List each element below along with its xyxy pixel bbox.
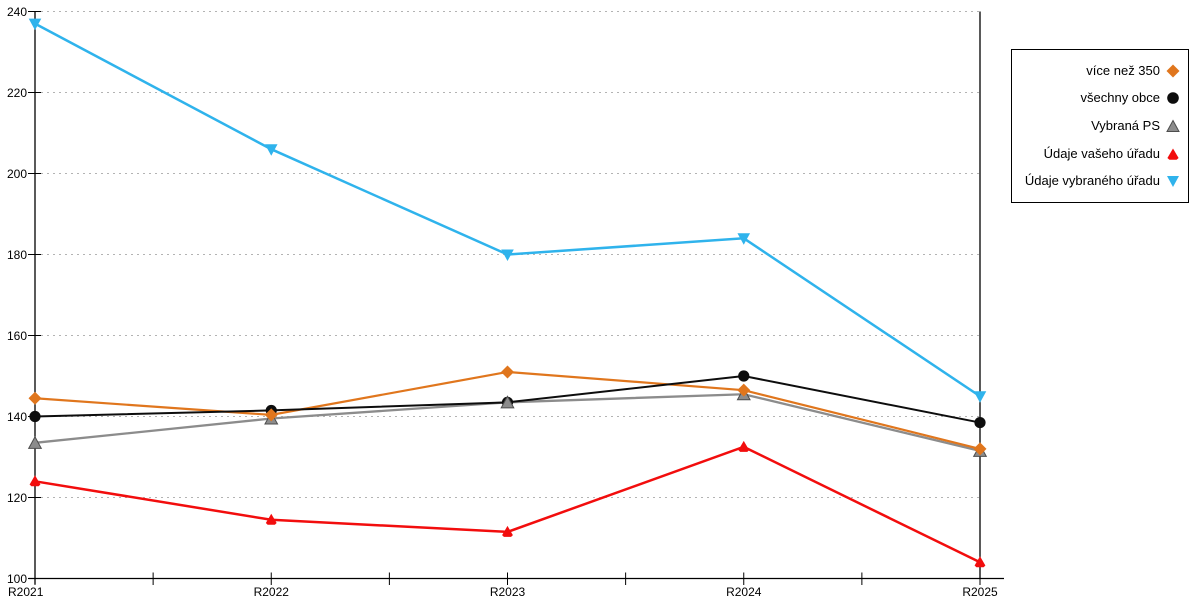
- x-tick-label: R2023: [490, 585, 526, 599]
- y-tick-label: 180: [7, 248, 27, 262]
- diamond-marker-icon: [501, 365, 514, 379]
- legend-item: Údaje vybraného úřadu: [1012, 174, 1188, 188]
- diamond-marker-icon: [264, 408, 278, 422]
- triangle-down-marker-icon: [737, 233, 751, 245]
- legend: více než 350 všechny obce Vybraná PS Úda…: [1011, 49, 1189, 203]
- legend-label: Údaje vašeho úřadu: [1043, 145, 1160, 161]
- diamond-marker-icon: [737, 383, 751, 397]
- triangle-up-marker-icon: [1166, 119, 1180, 132]
- y-tick-label: 140: [7, 410, 27, 424]
- legend-label: Vybraná PS: [1091, 117, 1160, 133]
- triangle-up-marker-icon: [500, 395, 515, 409]
- circle-marker-icon: [29, 410, 41, 423]
- triangle-up-rounded-marker-icon: [265, 513, 277, 525]
- x-tick-label: R2025: [962, 585, 998, 599]
- legend-label: všechny obce: [1080, 90, 1161, 106]
- triangle-down-marker-icon: [1167, 176, 1179, 188]
- triangle-down-marker-icon: [28, 18, 42, 31]
- triangle-up-rounded-marker-icon: [1167, 148, 1179, 160]
- triangle-down-marker-icon: [973, 391, 987, 403]
- circle-marker-icon: [1167, 92, 1179, 105]
- legend-item: všechny obce: [1012, 91, 1188, 105]
- triangle-up-rounded-marker-icon: [738, 440, 750, 452]
- circle-marker-icon: [974, 416, 986, 429]
- circle-marker-icon: [738, 370, 750, 382]
- y-tick-label: 160: [7, 329, 27, 343]
- legend-item: více než 350: [1012, 62, 1188, 78]
- legend-item: Údaje vašeho úřadu: [1012, 145, 1188, 161]
- triangle-up-rounded-marker-icon: [502, 525, 513, 537]
- y-tick-label: 220: [7, 86, 27, 100]
- triangle-down-marker-icon: [264, 144, 278, 156]
- series-line: [34, 445, 981, 564]
- legend-item: Vybraná PS: [1012, 117, 1188, 133]
- legend-label: více než 350: [1086, 62, 1160, 78]
- triangle-up-rounded-marker-icon: [29, 475, 41, 487]
- x-tick-label: R2022: [254, 585, 290, 599]
- diamond-marker-icon: [973, 442, 987, 456]
- triangle-down-marker-icon: [501, 249, 514, 261]
- triangle-up-rounded-marker-icon: [974, 556, 986, 568]
- series-line: [34, 22, 981, 398]
- legend-label: Údaje vybraného úřadu: [1024, 173, 1160, 189]
- x-tick-label: R2024: [726, 585, 762, 599]
- y-tick-label: 100: [7, 572, 27, 586]
- diamond-marker-icon: [28, 391, 42, 405]
- diamond-marker-icon: [1166, 64, 1180, 78]
- y-tick-label: 120: [7, 491, 27, 505]
- y-tick-label: 200: [7, 167, 27, 181]
- x-tick-label: R2021: [8, 585, 44, 599]
- y-tick-label: 240: [7, 5, 27, 19]
- series-line: [34, 370, 981, 450]
- triangle-up-marker-icon: [27, 435, 43, 449]
